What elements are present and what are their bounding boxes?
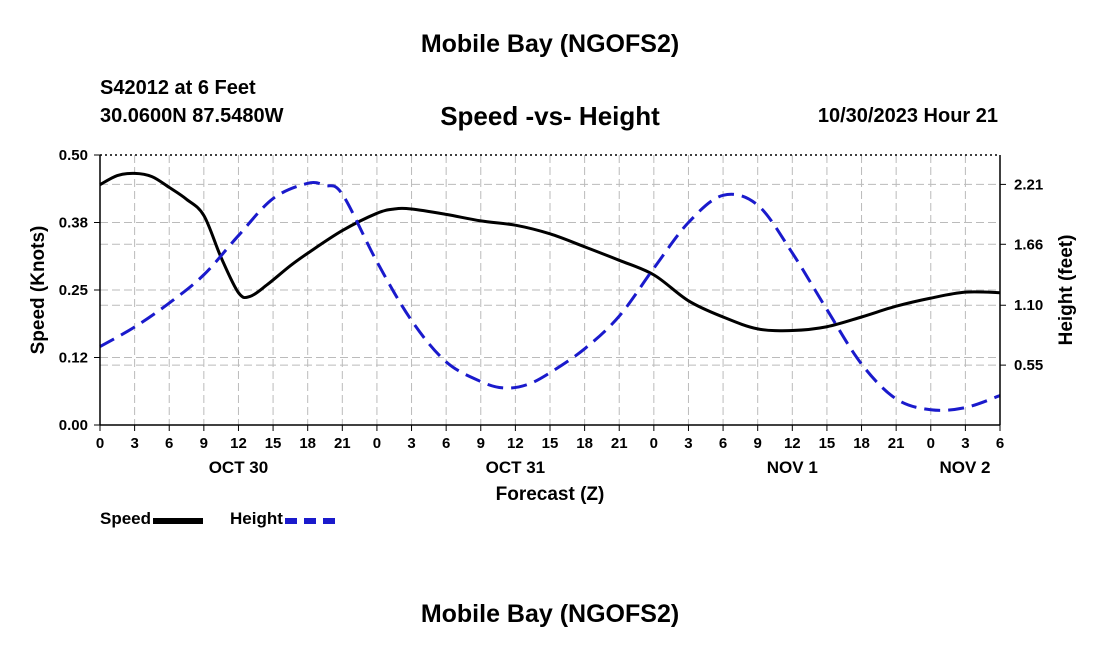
- x-tick-label: 15: [542, 435, 559, 452]
- x-tick-label: 21: [611, 435, 628, 452]
- x-tick-label: 18: [853, 435, 870, 452]
- legend-height-label: Height: [230, 509, 283, 528]
- x-tick-label: 6: [165, 435, 173, 452]
- x-date-label: NOV 1: [767, 458, 818, 477]
- x-tick-label: 12: [507, 435, 524, 452]
- y-right-tick-label: 1.10: [1014, 297, 1043, 314]
- legend-height-swatch: [284, 518, 335, 524]
- y-axis-right-title: Height (feet): [1056, 235, 1077, 346]
- x-date-label: OCT 31: [486, 458, 546, 477]
- x-tick-label: 0: [927, 435, 935, 452]
- y-left-tick-label: 0.12: [59, 350, 88, 367]
- x-tick-label: 9: [477, 435, 485, 452]
- x-tick-label: 0: [650, 435, 658, 452]
- station-coordinates: 30.0600N 87.5480W: [100, 105, 284, 127]
- grid-layer: [100, 155, 1000, 425]
- y-left-tick-label: 0.50: [59, 147, 88, 164]
- y-right-tick-label: 2.21: [1014, 176, 1043, 193]
- forecast-datetime: 10/30/2023 Hour 21: [817, 105, 998, 127]
- chart-main-title: Mobile Bay (NGOFS2): [420, 30, 680, 58]
- x-tick-label: 6: [442, 435, 450, 452]
- x-tick-label: 6: [996, 435, 1004, 452]
- legend-speed-swatch: [153, 518, 204, 524]
- x-tick-label: 3: [961, 435, 969, 452]
- x-tick-label: 15: [265, 435, 282, 452]
- y-right-tick-label: 1.66: [1014, 236, 1043, 253]
- x-tick-label: 3: [130, 435, 138, 452]
- x-tick-label: 9: [200, 435, 208, 452]
- x-date-label: OCT 30: [209, 458, 269, 477]
- y-right-tick-label: 0.55: [1014, 357, 1043, 374]
- x-tick-label: 18: [299, 435, 316, 452]
- x-tick-label: 15: [819, 435, 836, 452]
- x-tick-label: 6: [719, 435, 727, 452]
- tick-layer: 0 3 6 9 12 15 18 21 0 3 6 9 12 15 18 21 0 3 6 9 12 15 18 21 0 3 6 O…: [59, 147, 1043, 477]
- x-date-label: NOV 2: [939, 458, 990, 477]
- x-tick-label: 0: [96, 435, 104, 452]
- legend-speed-label: Speed: [100, 509, 152, 528]
- x-tick-label: 3: [407, 435, 415, 452]
- y-left-tick-label: 0.00: [59, 417, 88, 434]
- y-axis-left-title: Speed (Knots): [28, 226, 49, 355]
- series-layer: [99, 171, 1001, 412]
- legend-item-speed: Speed: [100, 509, 204, 529]
- axis-labels: Forecast (Z) Speed (Knots) Height (feet): [28, 226, 1077, 505]
- x-tick-label: 18: [576, 435, 593, 452]
- height-series-line: [99, 180, 1001, 412]
- x-tick-label: 21: [334, 435, 351, 452]
- y-left-tick-label: 0.25: [59, 282, 88, 299]
- speed-series-line: [99, 171, 1001, 333]
- x-tick-label: 12: [230, 435, 247, 452]
- chart-subtitle: Speed -vs- Height: [440, 101, 660, 131]
- station-label: S42012 at 6 Feet: [100, 77, 256, 99]
- x-tick-label: 12: [784, 435, 801, 452]
- x-axis-title: Forecast (Z): [496, 484, 605, 505]
- x-tick-label: 0: [373, 435, 381, 452]
- x-tick-label: 3: [684, 435, 692, 452]
- x-tick-label: 21: [888, 435, 905, 452]
- y-left-tick-label: 0.38: [59, 215, 88, 232]
- legend-item-height: Height: [230, 509, 335, 529]
- chart-footer-title: Mobile Bay (NGOFS2): [420, 600, 680, 628]
- x-tick-label: 9: [754, 435, 762, 452]
